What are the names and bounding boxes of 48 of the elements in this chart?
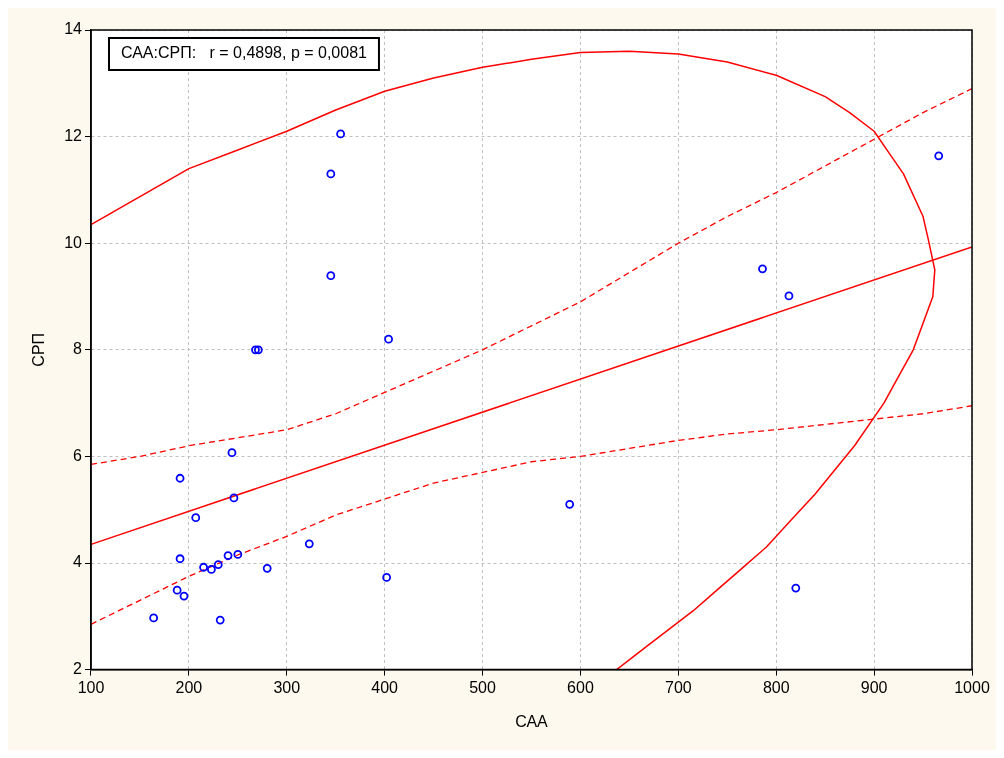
point: [172, 585, 182, 595]
point: [304, 539, 314, 549]
x-tick-label: 700: [664, 678, 692, 696]
point: [326, 271, 336, 281]
point: [262, 563, 272, 573]
x-tick-label: 1000: [954, 678, 990, 696]
point: [179, 591, 189, 601]
point: [336, 129, 346, 139]
x-tick-label: 400: [371, 678, 399, 696]
x-tick-label: 900: [860, 678, 888, 696]
y-tick-label: 8: [73, 340, 83, 358]
point: [229, 493, 239, 503]
point: [758, 264, 767, 274]
x-axis-title: САА: [515, 712, 549, 730]
point: [251, 345, 260, 355]
x-tick-label: 500: [469, 678, 496, 696]
y-tick-label: 12: [64, 127, 83, 145]
point: [213, 560, 223, 569]
point: [191, 513, 201, 523]
annotation: САА:СРП: r = 0,4898, p = 0,0081: [121, 44, 368, 62]
x-tick-label: 600: [567, 678, 594, 696]
y-axis-title: СРП: [30, 332, 48, 367]
x-tick-label: 100: [77, 678, 105, 696]
y-tick-label: 2: [73, 660, 83, 678]
point: [784, 291, 794, 301]
point: [207, 565, 216, 574]
point: [233, 550, 243, 559]
point: [384, 334, 393, 344]
y-tick-label: 4: [73, 553, 83, 571]
point: [175, 554, 185, 564]
point: [326, 169, 336, 179]
point: [934, 151, 944, 161]
x-tick-label: 300: [273, 678, 301, 696]
x-tick-label: 200: [175, 678, 203, 696]
point: [253, 345, 263, 355]
point: [149, 613, 159, 623]
point: [382, 572, 392, 582]
point: [791, 583, 801, 593]
x-tick-label: 800: [762, 678, 790, 696]
y-tick-label: 14: [64, 20, 83, 38]
point: [215, 615, 225, 625]
y-tick-label: 10: [64, 233, 83, 251]
point: [199, 562, 208, 572]
y-tick-label: 6: [73, 446, 83, 464]
point: [227, 448, 237, 458]
point: [223, 551, 233, 560]
point: [175, 473, 185, 483]
point: [565, 499, 575, 509]
